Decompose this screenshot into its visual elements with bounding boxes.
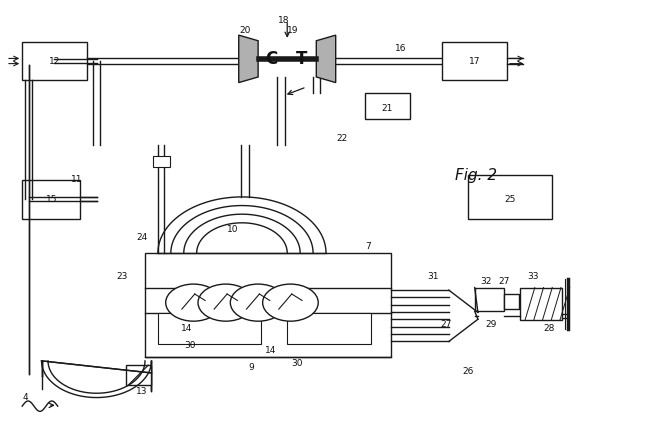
Text: 25: 25 (505, 194, 516, 204)
Bar (468, 175, 552, 218)
Bar (504, 294, 518, 309)
Text: 29: 29 (485, 320, 497, 329)
Text: 4: 4 (23, 393, 28, 402)
Text: 13: 13 (136, 387, 147, 395)
Text: 15: 15 (46, 194, 57, 204)
Text: 17: 17 (469, 56, 481, 66)
Text: 24: 24 (136, 233, 147, 243)
Bar (145, 253, 391, 357)
Text: 12: 12 (49, 56, 60, 66)
Bar (22, 180, 80, 218)
Bar (158, 313, 261, 343)
Text: 14: 14 (181, 324, 193, 333)
Text: 10: 10 (226, 225, 238, 234)
Text: 31: 31 (427, 272, 438, 281)
Circle shape (230, 284, 286, 321)
Text: 21: 21 (381, 104, 393, 113)
Text: 23: 23 (117, 272, 128, 281)
Text: 16: 16 (394, 44, 406, 52)
Bar (520, 288, 562, 320)
Bar (288, 313, 371, 343)
Bar (442, 42, 507, 80)
Circle shape (263, 284, 318, 321)
Text: 30: 30 (291, 358, 303, 368)
Text: 30: 30 (185, 341, 196, 350)
Bar (126, 365, 151, 385)
Text: 19: 19 (287, 26, 298, 35)
Text: 11: 11 (71, 175, 83, 184)
Text: 18: 18 (278, 16, 289, 24)
Circle shape (198, 284, 254, 321)
Text: C: C (265, 50, 277, 68)
Polygon shape (239, 35, 258, 83)
Circle shape (166, 284, 221, 321)
Bar (22, 42, 87, 80)
Bar (475, 288, 504, 311)
Text: 28: 28 (543, 324, 555, 333)
Text: 9: 9 (249, 363, 254, 372)
Text: 7: 7 (365, 242, 371, 251)
Text: 27: 27 (498, 277, 509, 285)
Text: T: T (296, 50, 307, 68)
Bar (364, 94, 410, 119)
Text: 14: 14 (265, 346, 276, 354)
Text: 26: 26 (462, 367, 474, 376)
Text: 22: 22 (336, 134, 348, 143)
Polygon shape (316, 35, 336, 83)
Text: 33: 33 (527, 272, 539, 281)
Text: 32: 32 (481, 277, 492, 285)
Text: 27: 27 (440, 320, 451, 329)
Text: 20: 20 (239, 26, 251, 35)
Text: Fig. 2: Fig. 2 (455, 168, 497, 183)
Bar (153, 156, 170, 167)
